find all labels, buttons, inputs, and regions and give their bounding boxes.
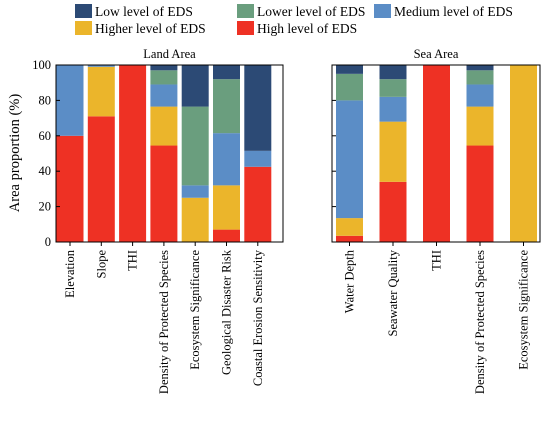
y-tick-label-40: 40 bbox=[39, 164, 52, 178]
x-tick-label-sea-area-ecosystem-significance: Ecosystem Significance bbox=[517, 250, 531, 370]
panel-title-land-area: Land Area bbox=[143, 47, 196, 61]
bar-sea-area-density-of-protected-species-high-level-of-eds bbox=[466, 145, 494, 242]
legend-label-high-level-of-eds: High level of EDS bbox=[257, 21, 357, 36]
y-tick-label-60: 60 bbox=[39, 129, 52, 143]
bar-land-area-coastal-erosion-sensitivity-low-level-of-eds bbox=[244, 65, 272, 151]
bar-land-area-coastal-erosion-sensitivity-high-level-of-eds bbox=[244, 166, 272, 242]
y-axis-label: Area proportion (%) bbox=[7, 94, 23, 213]
bar-land-area-density-of-protected-species-low-level-of-eds bbox=[150, 65, 178, 71]
bar-land-area-elevation-high-level-of-eds bbox=[56, 135, 84, 242]
legend-label-higher-level-of-eds: Higher level of EDS bbox=[95, 21, 206, 36]
bar-sea-area-water-depth-high-level-of-eds bbox=[336, 235, 363, 242]
plot-frame-land-area bbox=[55, 64, 284, 243]
x-tick-label-land-area-slope: Slope bbox=[94, 250, 108, 279]
bar-sea-area-seawater-quality-high-level-of-eds bbox=[379, 181, 407, 242]
bar-land-area-ecosystem-significance-low-level-of-eds bbox=[181, 65, 209, 107]
y-tick-label-100: 100 bbox=[32, 58, 51, 72]
bar-sea-area-ecosystem-significance-higher-level-of-eds bbox=[510, 65, 537, 242]
y-tick-label-20: 20 bbox=[39, 200, 52, 214]
bar-land-area-slope-medium-level-of-eds bbox=[87, 65, 115, 67]
bar-land-area-ecosystem-significance-lower-level-of-eds bbox=[181, 106, 209, 186]
bar-land-area-elevation-medium-level-of-eds bbox=[56, 65, 84, 136]
panel-land-area: Land Area Elevation Slope THI Density of Pro… bbox=[32, 47, 284, 394]
x-tick-label-land-area-coastal-erosion-sensitivity: Coastal Erosion Sensitivity bbox=[251, 249, 265, 386]
x-tick-label-land-area-ecosystem-significance: Ecosystem Significance bbox=[188, 250, 202, 370]
panel-sea-area: Sea Area Water Depth Seawater Quality THI De… bbox=[331, 47, 541, 394]
bar-land-area-thi-high-level-of-eds bbox=[119, 65, 147, 242]
legend-label-low-level-of-eds: Low level of EDS bbox=[95, 4, 193, 19]
x-tick-label-land-area-thi: THI bbox=[126, 250, 140, 271]
plot-frame-sea-area bbox=[331, 64, 541, 243]
x-tick-label-sea-area-water-depth: Water Depth bbox=[343, 249, 357, 313]
bar-sea-area-water-depth-medium-level-of-eds bbox=[336, 100, 363, 219]
bar-land-area-slope-high-level-of-eds bbox=[87, 116, 115, 242]
bar-land-area-geological-disaster-risk-higher-level-of-eds bbox=[213, 185, 240, 230]
bar-land-area-geological-disaster-risk-high-level-of-eds bbox=[213, 229, 240, 242]
bar-land-area-density-of-protected-species-high-level-of-eds bbox=[150, 145, 178, 242]
legend-swatch-higher-level-of-eds bbox=[75, 21, 92, 35]
x-tick-label-land-area-elevation: Elevation bbox=[63, 249, 77, 298]
bar-land-area-geological-disaster-risk-medium-level-of-eds bbox=[213, 133, 240, 186]
x-tick-label-sea-area-density-of-protected-species: Density of Protected Species bbox=[473, 250, 487, 394]
bar-sea-area-seawater-quality-lower-level-of-eds bbox=[379, 79, 407, 97]
bar-land-area-density-of-protected-species-higher-level-of-eds bbox=[150, 106, 178, 146]
y-tick-label-0: 0 bbox=[45, 235, 51, 249]
bar-sea-area-density-of-protected-species-higher-level-of-eds bbox=[466, 106, 494, 146]
bar-sea-area-density-of-protected-species-medium-level-of-eds bbox=[466, 84, 494, 107]
y-tick-label-80: 80 bbox=[39, 93, 52, 107]
bar-land-area-geological-disaster-risk-lower-level-of-eds bbox=[213, 79, 240, 134]
bar-sea-area-seawater-quality-low-level-of-eds bbox=[379, 65, 407, 80]
x-tick-label-land-area-geological-disaster-risk: Geological Disaster Risk bbox=[220, 249, 234, 375]
legend-label-lower-level-of-eds: Lower level of EDS bbox=[257, 4, 365, 19]
bar-sea-area-density-of-protected-species-low-level-of-eds bbox=[466, 65, 494, 71]
bar-land-area-ecosystem-significance-higher-level-of-eds bbox=[181, 197, 209, 242]
legend-label-medium-level-of-eds: Medium level of EDS bbox=[394, 4, 513, 19]
x-tick-label-land-area-density-of-protected-species: Density of Protected Species bbox=[157, 250, 171, 394]
bar-sea-area-water-depth-lower-level-of-eds bbox=[336, 73, 363, 101]
legend-swatch-high-level-of-eds bbox=[237, 21, 254, 35]
bar-land-area-slope-higher-level-of-eds bbox=[87, 66, 115, 117]
x-tick-label-sea-area-seawater-quality: Seawater Quality bbox=[386, 249, 400, 336]
bar-sea-area-water-depth-higher-level-of-eds bbox=[336, 218, 363, 236]
legend: Low level of EDS Lower level of EDS Medium… bbox=[75, 4, 513, 36]
bar-land-area-density-of-protected-species-medium-level-of-eds bbox=[150, 84, 178, 107]
panel-title-sea-area: Sea Area bbox=[414, 47, 459, 61]
bar-land-area-coastal-erosion-sensitivity-medium-level-of-eds bbox=[244, 150, 272, 167]
bar-land-area-geological-disaster-risk-low-level-of-eds bbox=[213, 65, 240, 80]
bar-land-area-density-of-protected-species-lower-level-of-eds bbox=[150, 70, 178, 85]
bar-sea-area-seawater-quality-medium-level-of-eds bbox=[379, 96, 407, 122]
bar-sea-area-seawater-quality-higher-level-of-eds bbox=[379, 121, 407, 182]
legend-swatch-medium-level-of-eds bbox=[374, 4, 391, 18]
legend-swatch-lower-level-of-eds bbox=[237, 4, 254, 18]
legend-swatch-low-level-of-eds bbox=[75, 4, 92, 18]
bar-sea-area-thi-high-level-of-eds bbox=[423, 65, 450, 242]
x-tick-label-sea-area-thi: THI bbox=[430, 250, 444, 271]
bar-land-area-ecosystem-significance-medium-level-of-eds bbox=[181, 185, 209, 198]
bar-sea-area-density-of-protected-species-lower-level-of-eds bbox=[466, 70, 494, 85]
bar-sea-area-water-depth-low-level-of-eds bbox=[336, 65, 363, 74]
